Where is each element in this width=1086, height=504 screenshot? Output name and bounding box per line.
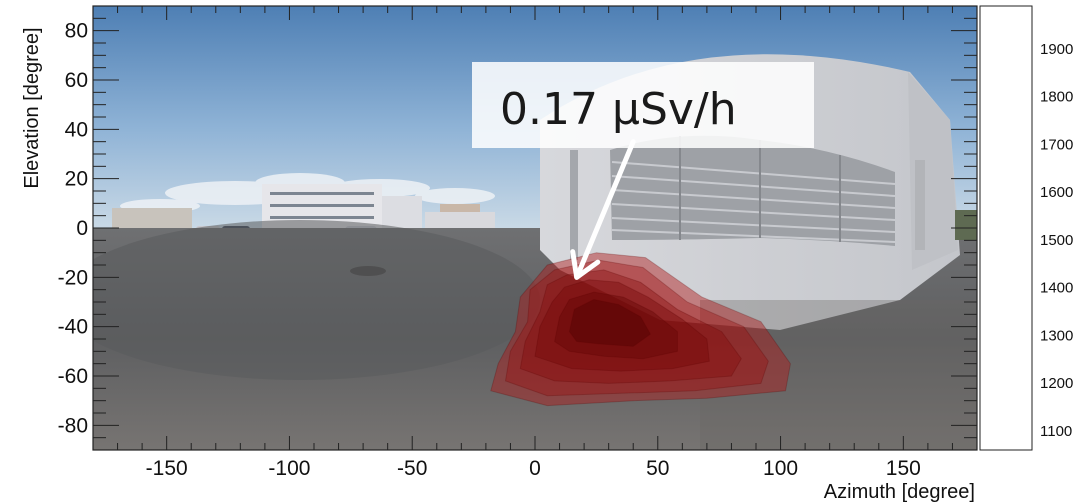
colorbar-tick-label: 1800 [1040,89,1073,106]
x-tick-label: -50 [397,457,427,480]
x-tick-label: 0 [529,457,541,480]
colorbar-frame [979,5,1033,451]
y-tick-label: 20 [65,168,88,191]
dose-rate-annotation: 0.17 μSv/h [472,62,814,280]
y-tick-label: 80 [65,20,88,43]
colorbar-tick-label: 1100 [1040,423,1072,440]
colorbar-tick-label: 1500 [1040,232,1073,249]
axes: -150 -100 -50 0 50 100 150 80 60 40 20 0 -20 -40 -60 -8… [58,5,978,480]
x-tick-label: 100 [763,457,798,480]
y-tick-label: 40 [65,118,88,141]
hotspot-contour-3 [519,269,742,384]
y-tick-label: 60 [65,69,88,92]
annotation-arrow-head [570,249,601,280]
x-tick-label: 50 [646,457,669,480]
annotation-text: 0.17 μSv/h [500,84,737,135]
annotation-box [472,62,814,148]
y-tick-label: -20 [58,266,88,289]
y-tick-label: -80 [58,414,88,437]
x-axis-title: Azimuth [degree] [824,481,975,503]
y-tick-label: -40 [58,316,88,339]
x-tick-label: -100 [268,457,310,480]
y-axis-title: Elevation [degree] [21,27,43,188]
colorbar-tick-label: 1400 [1040,280,1073,297]
fisheye-dome [93,220,540,380]
x-tick-label: -150 [146,457,188,480]
hotspot-contour-5 [554,291,678,360]
hotspot-contour-2 [504,259,769,397]
hotspot-contour-1 [490,252,791,407]
colorbar: 1900 1800 1700 1600 1500 1400 1300 1200 1100 [979,5,1073,451]
colorbar-tick-label: 1600 [1040,184,1073,201]
trees [955,210,977,240]
y-tick-label: -60 [58,365,88,388]
x-tick-label: 150 [886,457,921,480]
y-tick-label: 0 [76,217,88,240]
hotspot-contour-4 [534,279,710,372]
radiation-hotspot [490,252,791,407]
colorbar-tick-label: 1900 [1040,41,1073,58]
colorbar-tick-label: 1300 [1040,327,1073,344]
annotation-arrow [574,139,636,280]
colorbar-tick-label: 1700 [1040,136,1073,153]
hotspot-contour-6 [568,298,652,347]
ground-lower-right [700,300,977,450]
colorbar-tick-label: 1200 [1040,375,1073,392]
manhole [350,266,386,276]
